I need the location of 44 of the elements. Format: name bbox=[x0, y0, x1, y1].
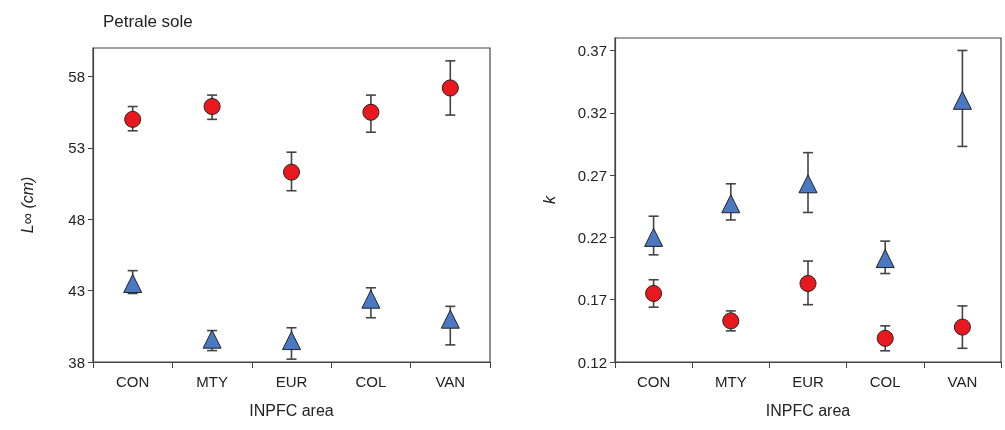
point bbox=[876, 329, 894, 347]
x-tick-label: EUR bbox=[275, 373, 308, 390]
x-axis-title: INPFC area bbox=[765, 401, 851, 419]
point bbox=[362, 103, 380, 121]
x-tick-label: MTY bbox=[196, 373, 228, 390]
x-tick-label: COL bbox=[355, 373, 387, 390]
y-tick-label: 48 bbox=[68, 210, 85, 228]
point bbox=[799, 275, 817, 292]
point bbox=[644, 227, 664, 247]
point bbox=[952, 90, 972, 110]
point bbox=[440, 309, 460, 329]
y-axis-title: k bbox=[540, 195, 558, 204]
point bbox=[282, 331, 301, 351]
point bbox=[875, 249, 895, 269]
chart-title: Petrale sole bbox=[103, 12, 193, 31]
point bbox=[283, 163, 300, 181]
y-tick-label: 0.17 bbox=[577, 291, 607, 309]
y-tick-label: 0.22 bbox=[577, 228, 607, 246]
x-tick-label: MTY bbox=[714, 373, 747, 390]
point bbox=[123, 274, 143, 293]
point bbox=[721, 194, 741, 214]
point bbox=[798, 174, 818, 194]
x-tick-label: CON bbox=[636, 373, 671, 390]
x-axis-title: INPFC area bbox=[249, 401, 334, 419]
point bbox=[203, 98, 221, 116]
y-tick-label: 0.32 bbox=[577, 104, 607, 122]
point bbox=[953, 318, 971, 336]
point bbox=[441, 79, 459, 97]
x-tick-label: EUR bbox=[792, 373, 824, 390]
point bbox=[361, 289, 381, 309]
y-tick-label: 0.12 bbox=[577, 353, 607, 371]
y-tick-label: 53 bbox=[68, 139, 85, 157]
x-tick-label: CON bbox=[116, 373, 150, 390]
y-tick-label: 43 bbox=[68, 282, 85, 300]
x-tick-label: VAN bbox=[435, 373, 466, 390]
y-tick-label: 0.27 bbox=[577, 166, 607, 184]
point bbox=[124, 110, 142, 128]
y-tick-label: 38 bbox=[68, 353, 85, 371]
y-tick-label: 0.37 bbox=[577, 41, 607, 59]
y-axis-title: L∞ (cm) bbox=[18, 176, 36, 234]
x-tick-label: VAN bbox=[947, 373, 978, 390]
x-tick-label: COL bbox=[869, 373, 901, 390]
point bbox=[645, 284, 663, 302]
y-tick-label: 58 bbox=[68, 68, 85, 86]
